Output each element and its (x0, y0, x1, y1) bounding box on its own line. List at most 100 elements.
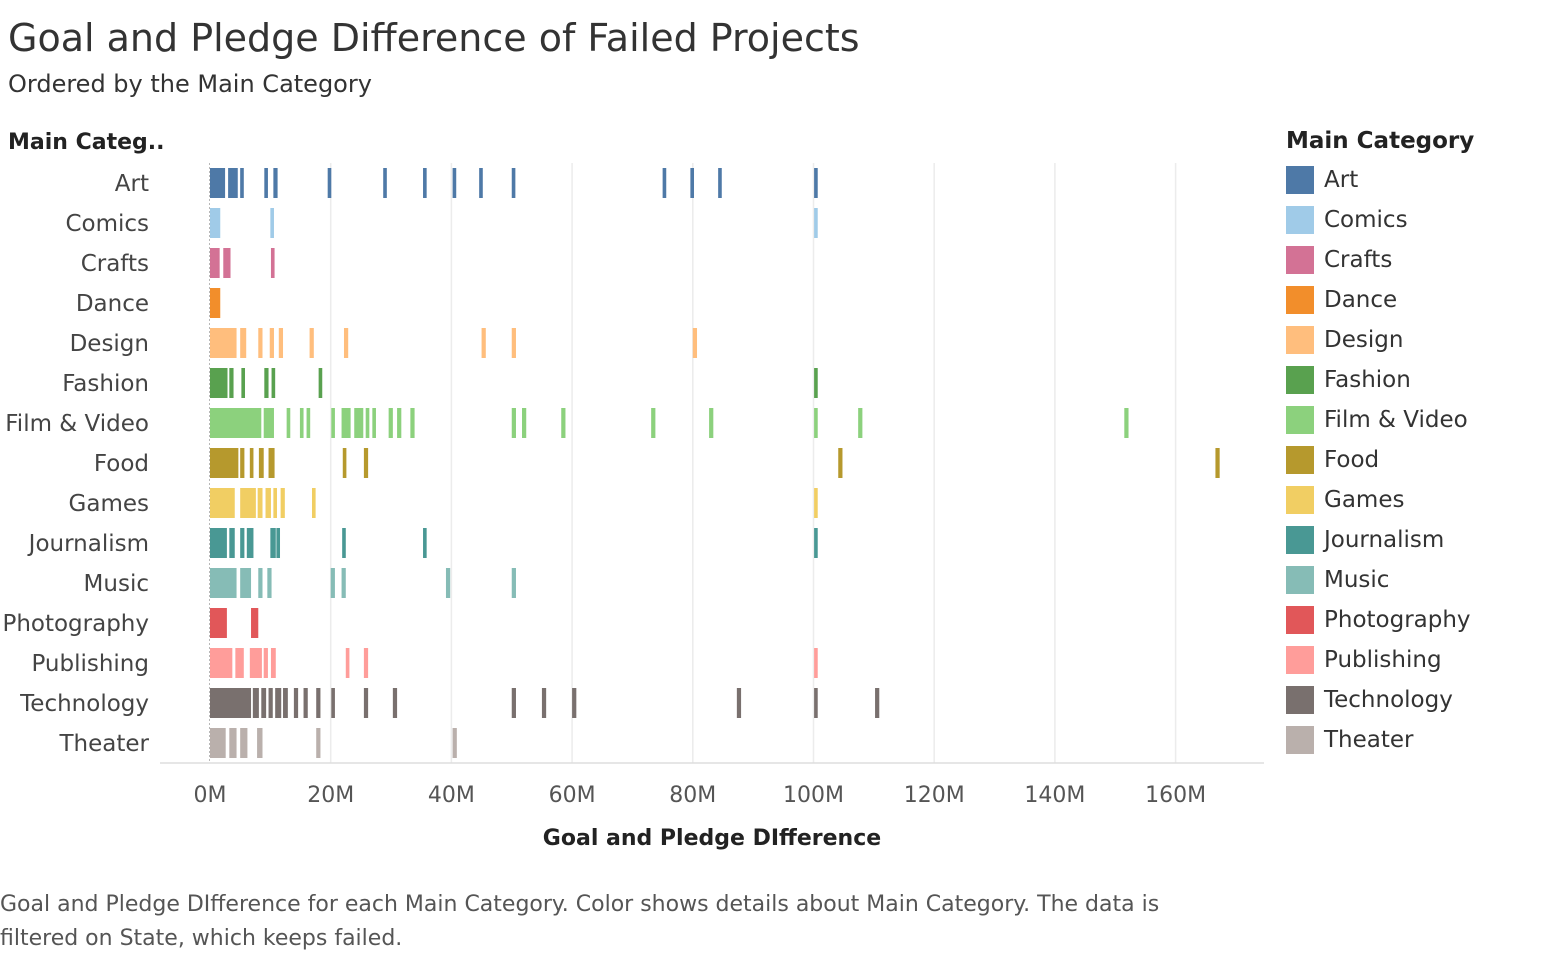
bar-segment (479, 168, 483, 198)
legend-swatch (1286, 366, 1314, 394)
bar-segment (709, 408, 714, 438)
legend-items: Art Comics Crafts Dance Design Fashion Film & … (1286, 160, 1474, 760)
x-tick-label: 0M (194, 783, 227, 808)
legend-item[interactable]: Crafts (1286, 240, 1474, 280)
bar-segment (814, 528, 818, 558)
legend-item[interactable]: Theater (1286, 720, 1474, 760)
legend-item[interactable]: Dance (1286, 280, 1474, 320)
category-label: Photography (2, 611, 149, 637)
bar-segment (249, 448, 254, 478)
bar-segment (270, 208, 274, 238)
legend-swatch (1286, 606, 1314, 634)
bar-segment (265, 488, 271, 518)
x-tick-label: 120M (904, 783, 965, 808)
category-label: Dance (76, 291, 149, 317)
bar-segment (275, 688, 282, 718)
legend-item[interactable]: Art (1286, 160, 1474, 200)
bar-segment (365, 408, 370, 438)
legend-swatch (1286, 286, 1314, 314)
bar-segment (257, 728, 263, 758)
bar-segment (252, 688, 259, 718)
legend-label: Film & Video (1324, 407, 1468, 433)
bar-segment (210, 688, 252, 718)
chart-canvas: Art Comics Crafts Dance Design Fashion Film & … (2, 163, 1264, 808)
category-label: Fashion (62, 371, 149, 397)
legend-swatch (1286, 726, 1314, 754)
legend-item[interactable]: Music (1286, 560, 1474, 600)
bar-segment (875, 688, 880, 718)
legend-item[interactable]: Fashion (1286, 360, 1474, 400)
x-tick-label: 160M (1145, 783, 1206, 808)
legend-swatch (1286, 566, 1314, 594)
bar-segment (423, 168, 427, 198)
legend-label: Food (1324, 447, 1380, 473)
bar-segment (392, 688, 398, 718)
legend-item[interactable]: Design (1286, 320, 1474, 360)
legend-label: Photography (1324, 607, 1471, 633)
bar-segment (343, 328, 349, 358)
legend-label: Journalism (1324, 527, 1445, 553)
legend-swatch (1286, 446, 1314, 474)
bar-segment (240, 528, 245, 558)
legend-item[interactable]: Photography (1286, 600, 1474, 640)
legend-label: Art (1324, 167, 1359, 193)
bar-segment (240, 168, 244, 198)
bar-segment (210, 208, 221, 238)
legend-swatch (1286, 526, 1314, 554)
legend-label: Crafts (1324, 247, 1393, 273)
bar-segment (246, 528, 254, 558)
legend-item[interactable]: Games (1286, 480, 1474, 520)
bar-segment (445, 568, 451, 598)
bar-segment (814, 208, 818, 238)
legend-item[interactable]: Film & Video (1286, 400, 1474, 440)
category-label: Technology (19, 691, 149, 717)
legend-label: Dance (1324, 287, 1398, 313)
bar-segment (210, 488, 235, 518)
bar-segment (838, 448, 843, 478)
category-label: Publishing (31, 651, 149, 677)
bar-segment (276, 528, 281, 558)
bar-segment (299, 408, 304, 438)
x-tick-label: 80M (669, 783, 716, 808)
bar-segment (263, 408, 274, 438)
category-label: Theater (59, 731, 150, 757)
legend-item[interactable]: Technology (1286, 680, 1474, 720)
bar-segment (268, 688, 273, 718)
bar-segment (341, 408, 351, 438)
legend-item[interactable]: Journalism (1286, 520, 1474, 560)
legend-item[interactable]: Food (1286, 440, 1474, 480)
category-label: Journalism (27, 531, 149, 557)
bar-segment (249, 648, 262, 678)
legend-swatch (1286, 686, 1314, 714)
bar-segment (363, 688, 369, 718)
legend-swatch (1286, 486, 1314, 514)
bar-segment (316, 688, 321, 718)
legend-item[interactable]: Publishing (1286, 640, 1474, 680)
bar-segment (736, 688, 742, 718)
bar-segment (306, 408, 311, 438)
bar-segment (330, 568, 335, 598)
bar-segment (210, 528, 227, 558)
bar-segment (210, 328, 237, 358)
bar-segment (692, 328, 698, 358)
bar-segment (388, 408, 393, 438)
category-label: Games (69, 491, 149, 517)
bar-segment (210, 608, 227, 638)
bar-segment (270, 648, 276, 678)
bar-segment (511, 168, 516, 198)
x-tick-label: 60M (549, 783, 596, 808)
bar-segment (273, 168, 278, 198)
bar-segment (258, 568, 263, 598)
legend-label: Games (1324, 487, 1405, 513)
bar-segment (258, 328, 263, 358)
bar-segment (229, 728, 237, 758)
bar-segment (331, 688, 335, 718)
bar-segment (423, 528, 427, 558)
bar-segment (228, 168, 238, 198)
legend: Main Category Art Comics Crafts Dance Design… (1286, 128, 1474, 760)
bar-segment (286, 408, 291, 438)
bar-segment (210, 448, 239, 478)
legend-title: Main Category (1286, 128, 1475, 154)
x-tick-label: 140M (1024, 783, 1085, 808)
legend-item[interactable]: Comics (1286, 200, 1474, 240)
